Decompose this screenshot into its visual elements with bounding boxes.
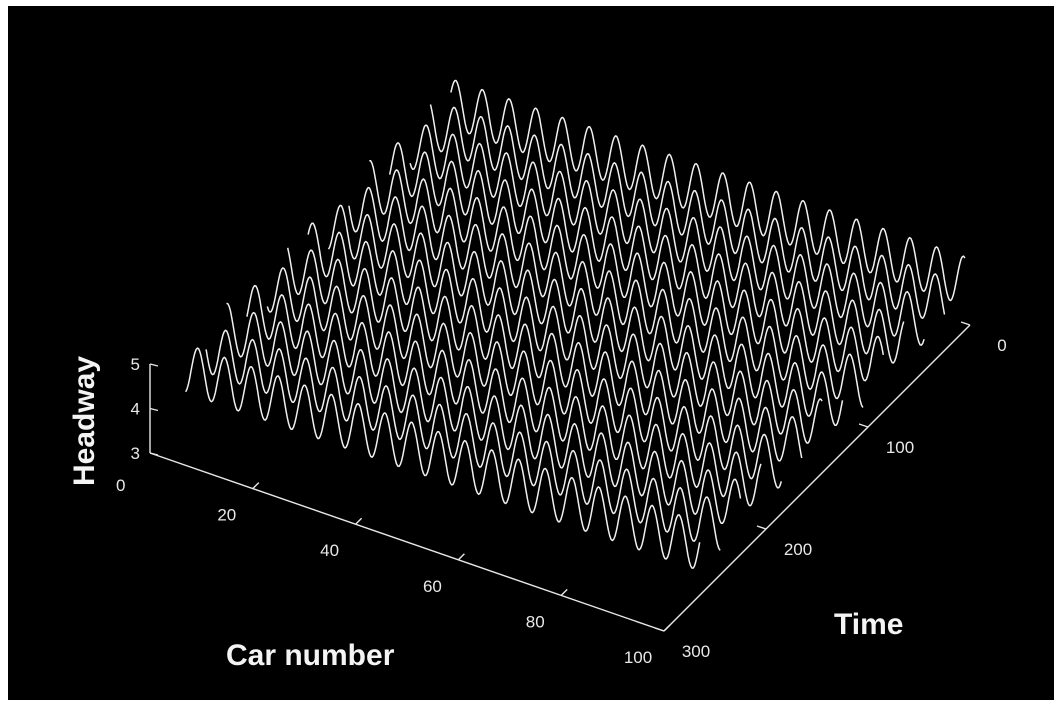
corner-origin-label: 0 bbox=[116, 476, 125, 495]
time-tick-0 bbox=[960, 321, 971, 326]
time-tick-100 bbox=[858, 423, 869, 428]
series-layer bbox=[185, 79, 966, 569]
car-number-axis-line bbox=[149, 452, 665, 632]
series-line-time-125 bbox=[327, 204, 844, 427]
headway-tick-label-4: 4 bbox=[131, 400, 140, 419]
headway-tick-4 bbox=[149, 407, 159, 412]
headway-tick-label-5: 5 bbox=[131, 355, 140, 374]
series-line-time-185 bbox=[266, 267, 783, 489]
time-tick-300 bbox=[654, 627, 665, 632]
car-number-tick-100 bbox=[663, 624, 671, 632]
headway-tick-5 bbox=[149, 363, 159, 367]
series-line-time-65 bbox=[388, 142, 905, 364]
car-number-tick-label-20: 20 bbox=[217, 506, 236, 525]
time-tick-label-200: 200 bbox=[784, 540, 812, 559]
series-line-time-105 bbox=[348, 186, 864, 408]
time-tick-label-100: 100 bbox=[886, 438, 914, 457]
car-number-tick-80 bbox=[560, 588, 568, 596]
series-line-time-205 bbox=[246, 284, 762, 507]
series-line-time-45 bbox=[409, 124, 925, 346]
time-tick-label-300: 300 bbox=[682, 642, 710, 661]
ticks-layer: 20 40 60 80 100 0 100 200 300 3 4 5 bbox=[131, 321, 1007, 667]
headway-tick-label-3: 3 bbox=[131, 444, 140, 463]
car-number-tick-60 bbox=[457, 553, 465, 561]
car-number-axis-title: Car number bbox=[226, 639, 395, 672]
headway-tick-3 bbox=[149, 452, 159, 456]
series-line-time-165 bbox=[286, 247, 803, 462]
series-line-time-245 bbox=[205, 329, 721, 551]
series-line-time-225 bbox=[226, 302, 742, 525]
series-line-time-265 bbox=[185, 347, 701, 569]
series-line-time-85 bbox=[369, 160, 885, 382]
car-number-tick-label-60: 60 bbox=[423, 577, 442, 596]
time-axis-line bbox=[663, 324, 971, 632]
car-number-tick-label-100: 100 bbox=[624, 648, 652, 667]
car-number-tick-label-80: 80 bbox=[526, 612, 545, 631]
time-tick-200 bbox=[756, 525, 767, 530]
series-line-time-25 bbox=[429, 104, 946, 319]
car-number-tick-40 bbox=[355, 517, 363, 525]
time-axis-title: Time bbox=[834, 608, 903, 641]
headway-axis-title: Headway bbox=[68, 356, 101, 486]
car-number-tick-label-40: 40 bbox=[320, 541, 339, 560]
car-number-tick-20 bbox=[252, 482, 260, 490]
time-tick-label-0: 0 bbox=[997, 336, 1006, 355]
series-line-time-5 bbox=[450, 79, 966, 302]
series-line-time-145 bbox=[307, 222, 823, 444]
